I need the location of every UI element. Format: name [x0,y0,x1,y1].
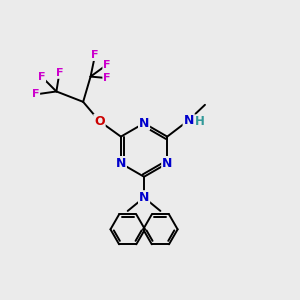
Text: N: N [139,117,149,130]
Text: H: H [195,115,205,128]
Text: O: O [94,115,105,128]
Text: F: F [56,68,63,78]
Text: F: F [32,89,39,99]
Text: F: F [91,50,99,60]
Text: F: F [38,72,45,82]
Text: N: N [183,114,194,127]
Text: N: N [139,191,149,204]
Text: F: F [103,60,111,70]
Text: N: N [162,157,172,170]
Text: N: N [116,157,126,170]
Text: F: F [103,73,111,83]
